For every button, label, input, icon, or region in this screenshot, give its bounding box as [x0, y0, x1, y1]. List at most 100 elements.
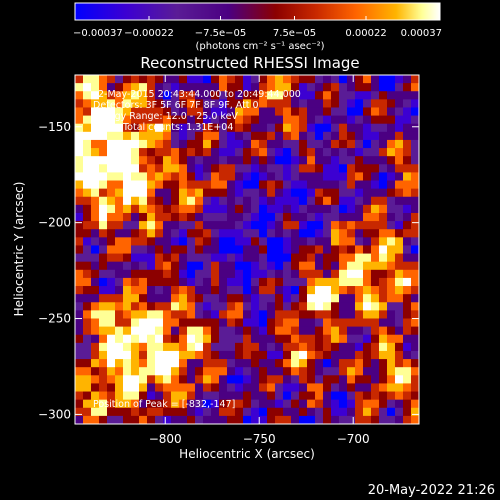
heatmap-cell	[411, 221, 419, 230]
heatmap-cell	[163, 245, 172, 255]
heatmap-cell	[91, 245, 100, 255]
heatmap-cell	[331, 399, 340, 409]
heatmap-cell	[99, 277, 108, 287]
heatmap-cell	[123, 221, 132, 230]
heatmap-cell	[139, 286, 148, 295]
heatmap-cell	[331, 83, 340, 92]
heatmap-cell	[75, 253, 84, 263]
heatmap-cell	[203, 350, 212, 360]
heatmap-plot: −800 −750 −700−150−200−250−300	[38, 74, 420, 446]
heatmap-cell	[347, 261, 356, 271]
heatmap-cell	[267, 188, 276, 198]
heatmap-cell	[179, 350, 188, 360]
heatmap-cell	[219, 302, 228, 311]
heatmap-cell	[395, 261, 404, 271]
heatmap-cell	[347, 367, 356, 376]
heatmap-cell	[139, 253, 148, 263]
heatmap-cell	[299, 188, 308, 198]
heatmap-cell	[363, 383, 372, 393]
heatmap-cell	[411, 91, 419, 100]
colorbar-tick-label: 0.00037	[401, 28, 442, 39]
heatmap-cell	[243, 115, 252, 125]
heatmap-cell	[83, 115, 92, 125]
heatmap-cell	[155, 139, 164, 149]
heatmap-cell	[379, 302, 388, 311]
heatmap-cell	[347, 196, 356, 206]
heatmap-cell	[259, 229, 268, 238]
heatmap-cell	[195, 164, 204, 173]
heatmap-cell	[371, 399, 380, 409]
heatmap-cell	[171, 277, 180, 287]
heatmap-cell	[243, 229, 252, 238]
heatmap-cell	[227, 123, 236, 133]
heatmap-cell	[379, 83, 388, 92]
heatmap-cell	[339, 407, 348, 417]
heatmap-cell	[107, 383, 116, 393]
heatmap-cell	[267, 107, 276, 117]
heatmap-cell	[331, 196, 340, 206]
heatmap-cell	[403, 212, 412, 222]
heatmap-cell	[347, 221, 356, 230]
heatmap-cell	[187, 342, 196, 352]
heatmap-cell	[275, 326, 284, 336]
heatmap-cell	[267, 148, 276, 157]
heatmap-cell	[395, 391, 404, 401]
heatmap-cell	[371, 75, 380, 84]
heatmap-cell	[299, 342, 308, 352]
heatmap-cell	[331, 277, 340, 287]
heatmap-cell	[123, 107, 132, 117]
heatmap-cell	[219, 367, 228, 376]
heatmap-cell	[267, 359, 276, 368]
heatmap-cell	[131, 334, 140, 344]
heatmap-cell	[211, 229, 220, 238]
heatmap-cell	[147, 391, 156, 401]
heatmap-cell	[355, 261, 364, 271]
heatmap-cell	[403, 334, 412, 344]
heatmap-cell	[83, 245, 92, 255]
heatmap-cell	[371, 269, 380, 279]
heatmap-cell	[411, 383, 419, 393]
heatmap-cell	[371, 253, 380, 263]
heatmap-cell	[347, 83, 356, 92]
heatmap-cell	[171, 212, 180, 222]
heatmap-cell	[251, 310, 260, 320]
heatmap-cell	[163, 294, 172, 303]
heatmap-cell	[299, 350, 308, 360]
heatmap-cell	[235, 115, 244, 125]
heatmap-cell	[323, 350, 332, 360]
heatmap-cell	[307, 269, 316, 279]
heatmap-cell	[315, 91, 324, 100]
heatmap-cell	[363, 148, 372, 157]
heatmap-cell	[307, 83, 316, 92]
heatmap-cell	[235, 391, 244, 401]
heatmap-cell	[251, 359, 260, 368]
heatmap-cell	[123, 407, 132, 417]
heatmap-cell	[267, 391, 276, 401]
heatmap-cell	[283, 75, 292, 84]
heatmap-cell	[411, 131, 419, 141]
heatmap-cell	[395, 318, 404, 328]
heatmap-cell	[339, 164, 348, 173]
heatmap-cell	[203, 131, 212, 141]
heatmap-cell	[227, 156, 236, 165]
heatmap-cell	[307, 286, 316, 295]
heatmap-cell	[155, 148, 164, 157]
heatmap-cell	[91, 375, 100, 385]
heatmap-cell	[299, 375, 308, 385]
heatmap-cell	[363, 172, 372, 182]
heatmap-cell	[211, 172, 220, 182]
heatmap-cell	[123, 196, 132, 206]
heatmap-cell	[227, 221, 236, 230]
heatmap-cell	[99, 91, 108, 100]
heatmap-cell	[355, 75, 364, 84]
heatmap-cell	[275, 188, 284, 198]
heatmap-cell	[163, 415, 172, 424]
heatmap-cell	[243, 139, 252, 149]
heatmap-cell	[275, 310, 284, 320]
heatmap-cell	[163, 269, 172, 279]
heatmap-cell	[99, 99, 108, 109]
heatmap-cell	[91, 391, 100, 401]
heatmap-cell	[83, 286, 92, 295]
heatmap-cell	[323, 172, 332, 182]
heatmap-cell	[395, 253, 404, 263]
